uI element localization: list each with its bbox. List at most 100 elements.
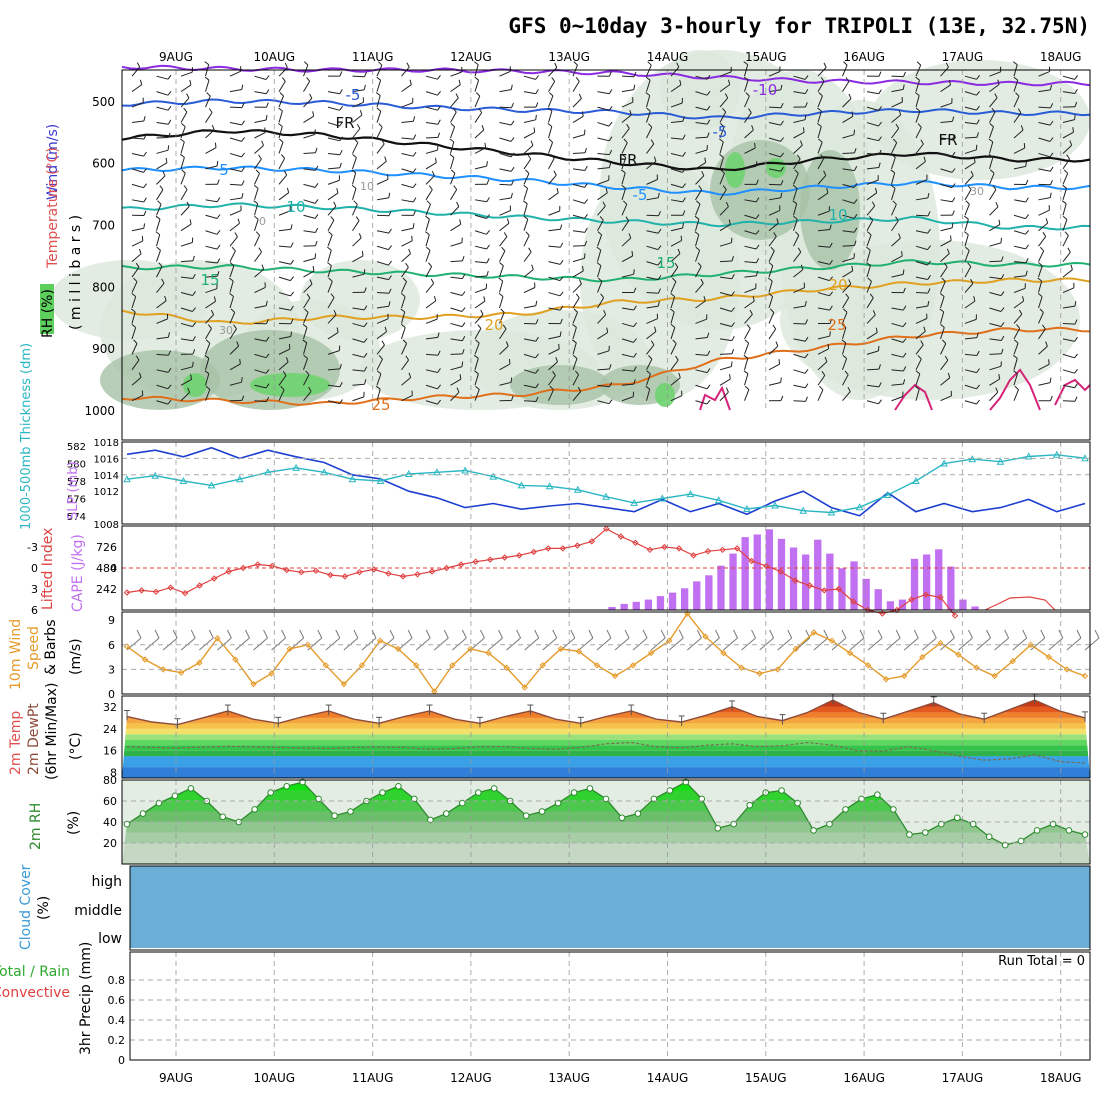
- wind-barb: [817, 192, 829, 201]
- wind-barb: [719, 97, 729, 108]
- wind10-barb-flag: [552, 629, 558, 639]
- wind-barb: [842, 312, 848, 324]
- wind-barb: [327, 297, 335, 309]
- wind-barb-flag: [988, 138, 994, 143]
- wind-barb-flag: [281, 77, 286, 82]
- wind10-barb: [777, 637, 793, 651]
- wind-barb-flag: [1064, 231, 1069, 236]
- wind-speed-point: [756, 670, 763, 677]
- wind-barb: [523, 219, 529, 231]
- wind-barb-flag: [658, 288, 661, 294]
- wind10-barb: [813, 637, 829, 651]
- rh-tick: 80: [103, 774, 117, 787]
- wind-barb: [131, 84, 142, 93]
- wind-barb-flag: [412, 151, 417, 157]
- wind-barb: [572, 283, 582, 293]
- wind-barb-flag: [290, 259, 294, 265]
- wind-barb-flag: [449, 138, 455, 143]
- rh-point: [730, 820, 738, 828]
- wind10-barb-flag: [1004, 629, 1010, 639]
- panel-frame: [121, 441, 1091, 525]
- rh-point: [379, 789, 386, 796]
- wind-barb: [131, 327, 137, 340]
- wind-barb-flag: [755, 258, 760, 264]
- wind-barb-flag: [412, 197, 417, 203]
- wind-barb: [1013, 300, 1024, 309]
- wind-barb-flag: [1025, 214, 1029, 219]
- precip-tick: 0.8: [108, 974, 126, 987]
- wind-barb: [499, 122, 512, 126]
- lifted-index-point: [414, 571, 421, 578]
- wind-barb: [915, 331, 926, 340]
- cape-bar: [862, 578, 870, 610]
- temp-band: [122, 700, 1090, 707]
- rh-point: [746, 801, 754, 809]
- wind-barb: [1062, 173, 1069, 185]
- wind-barb: [180, 189, 188, 201]
- wind-barb-flag: [265, 89, 270, 95]
- wind-barb-flag: [535, 383, 539, 389]
- wind-barb-flag: [258, 154, 262, 160]
- wind-barb-flag: [452, 107, 457, 113]
- wind-barb: [352, 396, 365, 402]
- wind10-barb-flag: [335, 629, 341, 639]
- wind-barb-flag: [328, 231, 333, 236]
- wind-barb-flag: [1074, 88, 1078, 94]
- wind10-barb: [560, 637, 576, 651]
- wind-tick: 6: [108, 639, 115, 652]
- wind-barb-flag: [780, 137, 784, 142]
- wind-barb: [719, 366, 732, 371]
- wind-barb-flag: [1070, 264, 1073, 270]
- wind-barb-flag: [207, 324, 212, 329]
- lifted-index-line: [984, 596, 1056, 611]
- wind-barb-flag: [1069, 140, 1073, 146]
- wind-barb: [670, 66, 680, 77]
- wind10-barb: [253, 637, 268, 651]
- wind-barb-flag: [1045, 218, 1049, 224]
- wind-barb-flag: [903, 287, 906, 293]
- wind-barb-flag: [384, 156, 387, 162]
- wind-barb: [940, 102, 952, 108]
- wind-barb-flag: [409, 79, 412, 85]
- wind-barb-flag: [330, 293, 335, 298]
- wind-barb-flag: [646, 107, 651, 112]
- wind-barb: [964, 353, 977, 356]
- wind-barb-flag: [596, 246, 602, 251]
- wind-barb-flag: [388, 245, 392, 250]
- date-tick-bottom: 13AUG: [548, 1071, 590, 1085]
- wind-barb: [768, 152, 781, 158]
- temp-tick: 32: [103, 701, 117, 714]
- wind-barb-flag: [608, 121, 613, 127]
- wind-barb: [156, 336, 169, 340]
- wind-barb: [376, 373, 382, 386]
- wind10-barb-flag: [1094, 629, 1100, 639]
- wind-barb-flag: [584, 227, 588, 233]
- wind-barb-flag: [991, 107, 996, 113]
- wind-barb-flag: [829, 305, 833, 311]
- panel-frame: [121, 779, 1091, 865]
- wind-barb-flag: [1074, 353, 1078, 359]
- wind-barb: [744, 147, 756, 154]
- wind-barb-flag: [378, 355, 383, 360]
- isotherm-line: [121, 129, 1091, 172]
- wind10-barb: [488, 637, 503, 651]
- wind-barb: [866, 152, 880, 155]
- wind-barb: [523, 287, 536, 293]
- wind-barb-flag: [328, 277, 333, 282]
- wind-barb: [1013, 313, 1023, 324]
- wind-barb-flag: [581, 111, 584, 117]
- wind-barb: [1038, 328, 1046, 340]
- wind-barb-flag: [654, 326, 657, 332]
- wind-barb-flag: [718, 138, 724, 143]
- wind10-barb: [849, 637, 865, 651]
- isotherm-line: [121, 202, 1091, 231]
- temp-band: [122, 734, 1090, 740]
- wind-barb: [425, 219, 430, 231]
- wind-barb-flag: [1000, 335, 1005, 341]
- wind-barb: [572, 312, 578, 324]
- wind-barb-flag: [168, 350, 172, 356]
- wind-barb: [915, 179, 928, 185]
- wind-barb-flag: [722, 185, 727, 190]
- isotherm-label: FR: [335, 114, 354, 132]
- wind-barb-flag: [608, 382, 613, 388]
